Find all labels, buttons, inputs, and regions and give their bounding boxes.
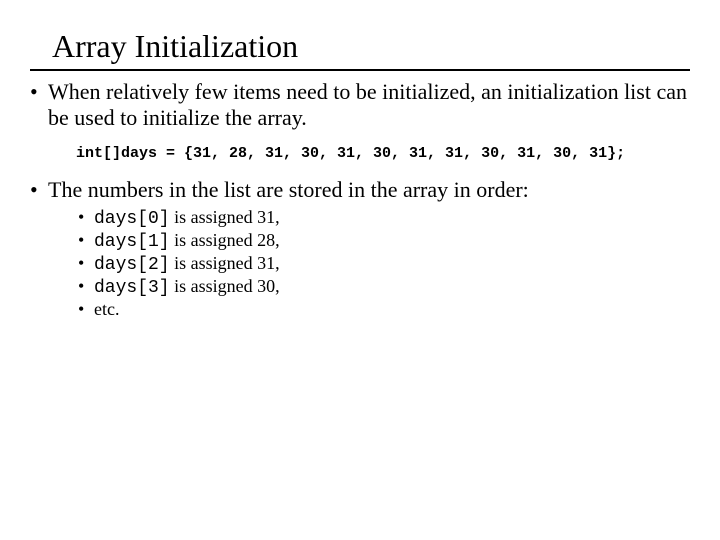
sub-bullet-item: days[3] is assigned 30, [78, 276, 690, 299]
bullet-item: The numbers in the list are stored in th… [30, 177, 690, 323]
bullet-list: When relatively few items need to be ini… [30, 79, 690, 323]
bullet-text: When relatively few items need to be ini… [48, 79, 687, 130]
sub-bullet-item: days[2] is assigned 31, [78, 253, 690, 276]
bullet-text: The numbers in the list are stored in th… [48, 177, 529, 202]
code-inline: days[1] [94, 232, 170, 252]
bullet-item: When relatively few items need to be ini… [30, 79, 690, 163]
sub-bullet-text: etc. [94, 299, 119, 319]
title-rule [30, 69, 690, 71]
sub-bullet-text: is assigned 31, [170, 253, 280, 273]
sub-bullet-text: is assigned 31, [170, 207, 280, 227]
code-inline: days[3] [94, 278, 170, 298]
sub-bullet-list: days[0] is assigned 31, days[1] is assig… [48, 207, 690, 323]
code-inline: days[0] [94, 209, 170, 229]
slide-title: Array Initialization [52, 28, 690, 65]
sub-bullet-item: days[1] is assigned 28, [78, 230, 690, 253]
sub-bullet-text: is assigned 30, [170, 276, 280, 296]
code-block: int[]days = {31, 28, 31, 30, 31, 30, 31,… [76, 145, 690, 163]
sub-bullet-item: days[0] is assigned 31, [78, 207, 690, 230]
sub-bullet-text: is assigned 28, [170, 230, 280, 250]
slide: Array Initialization When relatively few… [0, 0, 720, 540]
code-inline: days[2] [94, 255, 170, 275]
sub-bullet-item: etc. [78, 299, 690, 322]
